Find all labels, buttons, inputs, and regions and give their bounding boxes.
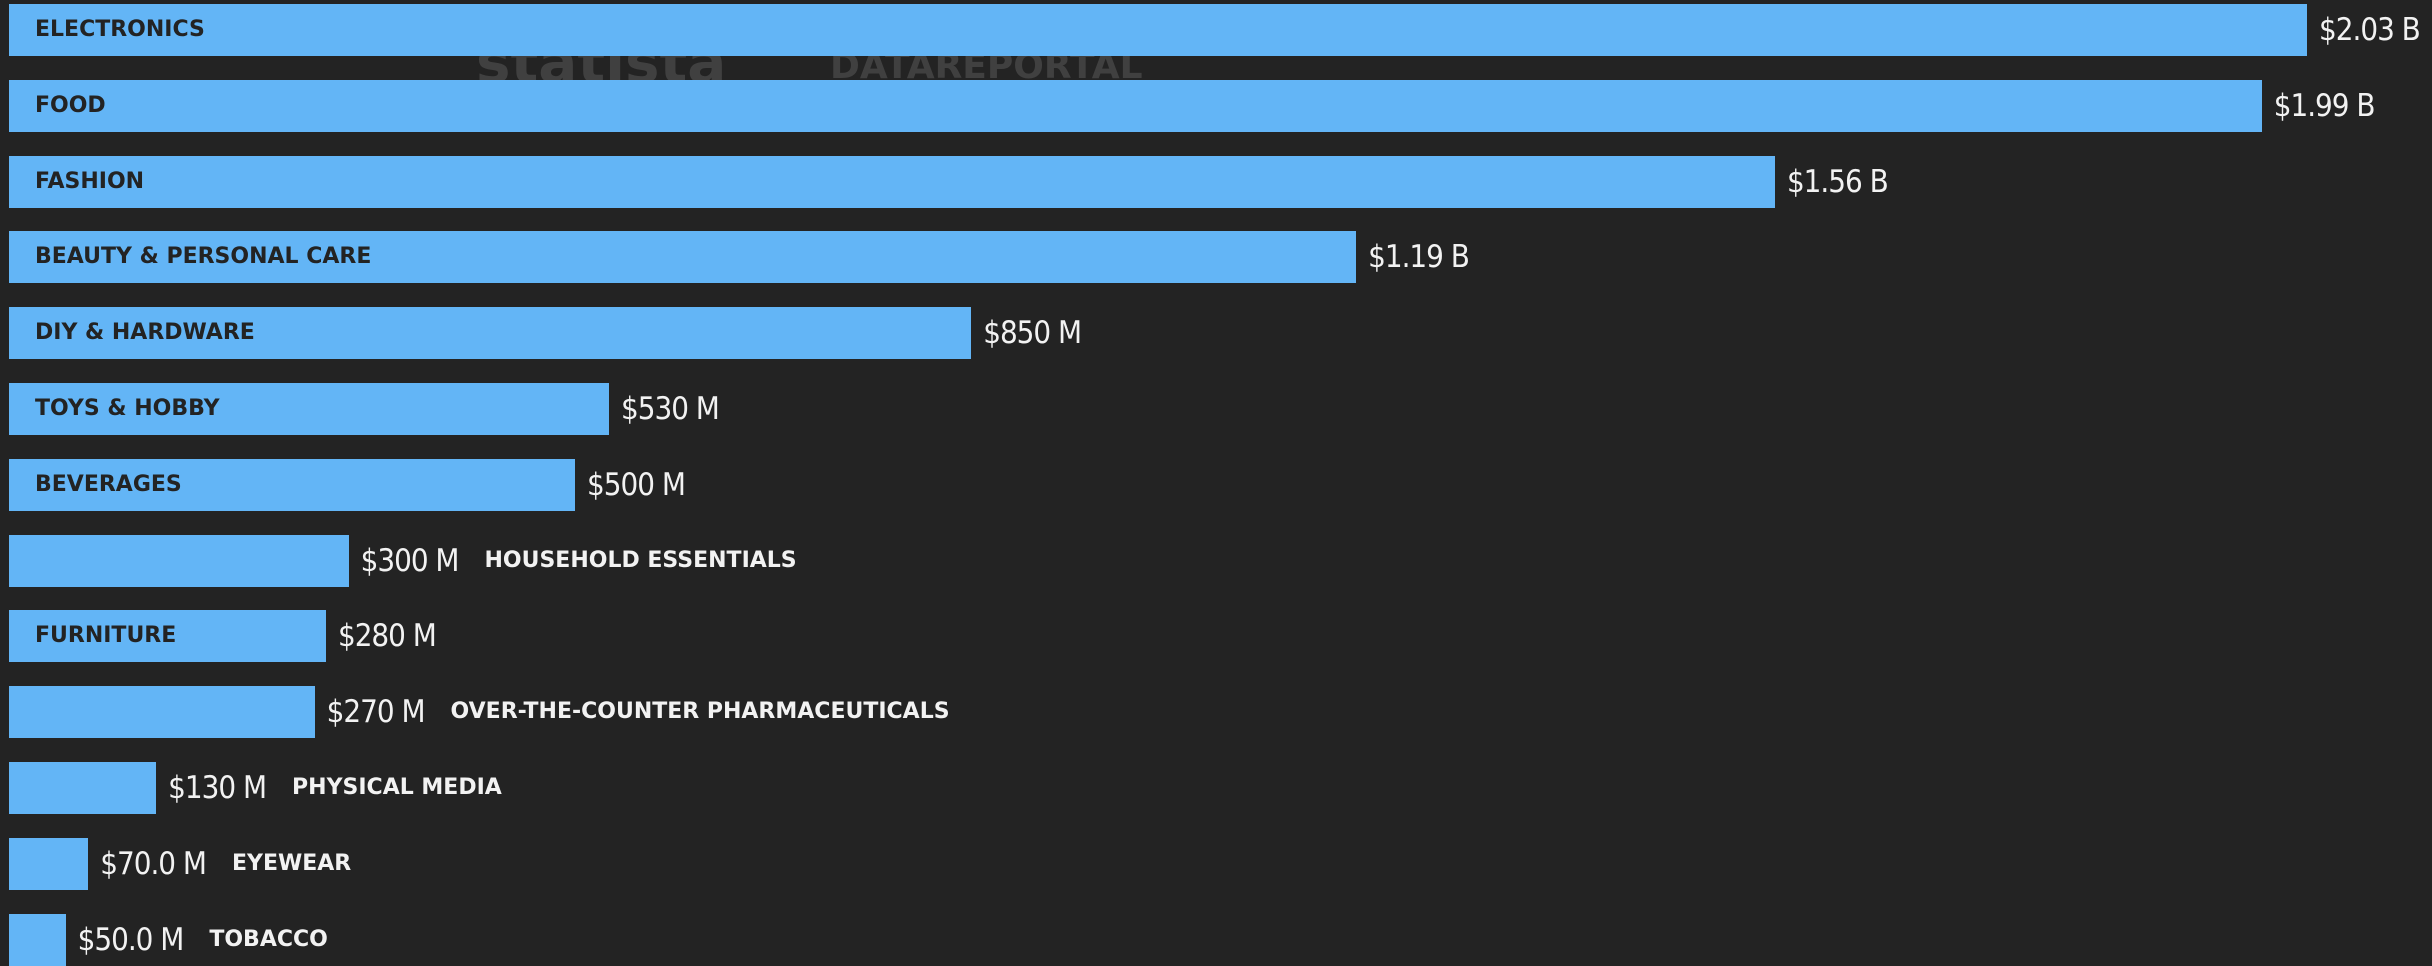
bar — [9, 837, 89, 890]
category-label: ELECTRONICS — [35, 17, 205, 42]
category-label: TOYS & HOBBY — [35, 396, 220, 421]
bar — [9, 383, 609, 435]
value-label: $500 M — [587, 466, 686, 503]
bar — [9, 79, 2262, 132]
value-label: $50.0 M — [77, 921, 185, 958]
category-label: FURNITURE — [35, 623, 177, 649]
bar — [9, 686, 315, 739]
category-label: FASHION — [35, 168, 145, 194]
category-label: BEVERAGES — [35, 471, 182, 497]
category-label: HOUSEHOLD ESSENTIALS — [484, 547, 797, 573]
value-label: $1.99 B — [2273, 87, 2376, 124]
value-label: $300 M — [360, 542, 460, 579]
value-label: $1.56 B — [1786, 163, 1889, 200]
category-label: TOBACCO — [209, 926, 328, 952]
value-label: $270 M — [326, 694, 426, 731]
bar — [9, 4, 2307, 56]
bar — [9, 610, 326, 663]
bar — [9, 231, 1357, 284]
bar — [9, 458, 575, 511]
value-label: $530 M — [620, 391, 720, 427]
bar — [9, 534, 349, 587]
category-label: DIY & HARDWARE — [35, 320, 255, 346]
category-label: FOOD — [35, 92, 106, 118]
value-label: $2.03 B — [2319, 12, 2421, 48]
category-label: EYEWEAR — [231, 850, 352, 876]
value-label: $850 M — [983, 315, 1082, 352]
value-label: $70.0 M — [100, 845, 207, 882]
bar — [9, 762, 157, 814]
category-label: OVER-THE-COUNTER PHARMACEUTICALS — [450, 699, 950, 725]
value-label: $280 M — [337, 618, 437, 655]
bar — [9, 307, 972, 360]
category-label: PHYSICAL MEDIA — [292, 775, 502, 800]
bar — [9, 913, 66, 966]
value-label: $1.19 B — [1368, 239, 1470, 276]
value-label: $130 M — [168, 770, 267, 806]
category-label: BEAUTY & PERSONAL CARE — [35, 244, 372, 270]
bar — [9, 155, 1775, 208]
